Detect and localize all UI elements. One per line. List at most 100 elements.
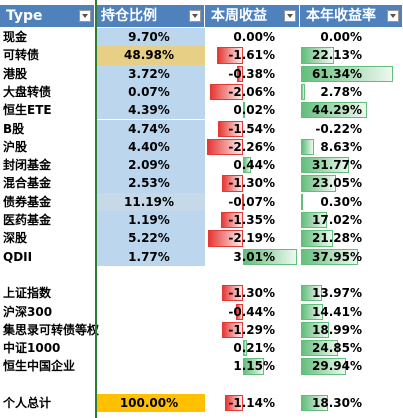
- year-bar: [301, 65, 393, 82]
- week-bar: [235, 303, 243, 320]
- type-cell: 可转债: [3, 48, 40, 63]
- week-cell: 1.15%: [233, 359, 275, 374]
- type-cell: 大盘转债: [3, 84, 52, 99]
- year-cell: 18.99%: [312, 322, 362, 337]
- cell-fill: [97, 174, 205, 193]
- cell-fill: [97, 192, 205, 211]
- week-cell: -0.07%: [228, 194, 275, 209]
- year-cell: -0.22%: [315, 121, 362, 136]
- week-bar: [207, 230, 243, 247]
- year-cell: 21.28%: [312, 231, 362, 246]
- ratio-cell: 1.77%: [128, 249, 170, 264]
- type-cell: 混合基金: [3, 176, 52, 191]
- week-bar: [206, 138, 243, 156]
- type-cell: 个人总计: [3, 396, 52, 410]
- week-cell: -2.06%: [228, 84, 275, 99]
- week-cell: -1.14%: [228, 396, 275, 410]
- year-cell: 23.05%: [312, 176, 362, 191]
- year-cell: 61.34%: [312, 66, 362, 81]
- week-bar: [243, 102, 245, 119]
- filter-button[interactable]: [79, 10, 91, 22]
- filter-button[interactable]: [189, 10, 201, 22]
- week-cell: 0.44%: [233, 158, 275, 173]
- ratio-cell: 1.19%: [128, 213, 170, 227]
- week-cell: -1.30%: [228, 176, 275, 191]
- week-cell: -1.30%: [228, 286, 275, 301]
- week-cell: 0.00%: [233, 30, 275, 44]
- week-bar: [210, 83, 243, 101]
- type-cell: 恒生中国企业: [3, 359, 76, 374]
- week-bar: [218, 120, 243, 137]
- ratio-cell: 0.07%: [128, 84, 170, 99]
- type-cell: 集思录可转债等权: [3, 322, 100, 337]
- week-cell: 3.01%: [233, 249, 275, 264]
- type-cell: 封闭基金: [3, 158, 52, 173]
- header-cell: 本年收益率: [300, 5, 403, 27]
- type-cell: QDII: [3, 249, 33, 264]
- filter-button[interactable]: [387, 10, 399, 22]
- type-cell: 医药基金: [3, 213, 52, 227]
- week-bar: [222, 285, 243, 302]
- year-bar: [301, 193, 303, 210]
- year-cell: 2.78%: [320, 84, 362, 99]
- type-cell: 沪深300: [3, 304, 53, 319]
- week-bar: [221, 212, 243, 229]
- type-cell: 深股: [3, 231, 28, 246]
- ratio-cell: 48.98%: [124, 48, 174, 63]
- year-cell: 14.41%: [312, 304, 362, 319]
- year-cell: 0.30%: [320, 194, 362, 209]
- ratio-cell: 11.19%: [124, 194, 174, 209]
- type-cell: 现金: [3, 30, 28, 44]
- type-cell: B股: [3, 121, 25, 136]
- ratio-cell: 2.53%: [128, 176, 170, 191]
- year-cell: 13.97%: [312, 286, 362, 301]
- year-cell: 24.85%: [312, 341, 362, 356]
- year-bar: [301, 248, 358, 265]
- ratio-cell: 9.70%: [128, 30, 170, 44]
- week-bar: [243, 340, 247, 357]
- cell-fill: [97, 394, 205, 413]
- week-bar: [243, 157, 251, 174]
- week-cell: -0.38%: [228, 66, 275, 81]
- week-bar: [224, 395, 243, 412]
- week-cell: -1.35%: [228, 213, 275, 227]
- cell-fill: [97, 156, 205, 175]
- type-cell: 沪股: [3, 139, 28, 154]
- week-cell: -2.19%: [228, 231, 275, 246]
- week-bar: [222, 175, 243, 192]
- ratio-cell: 4.74%: [128, 121, 170, 136]
- filter-button[interactable]: [284, 10, 296, 22]
- ratio-cell: 100.00%: [119, 396, 179, 410]
- year-bar: [301, 230, 333, 247]
- header-cell: 本周收益: [205, 5, 300, 27]
- year-bar: [301, 395, 329, 412]
- week-cell: -0.44%: [228, 304, 275, 319]
- week-bar: [236, 65, 243, 82]
- ratio-cell: 4.40%: [128, 139, 170, 154]
- week-cell: 0.02%: [233, 103, 275, 118]
- header-cell: 持仓比例: [95, 5, 205, 27]
- year-bar: [301, 102, 368, 119]
- year-bar: [301, 285, 322, 302]
- year-bar: [301, 303, 323, 320]
- type-cell: 港股: [3, 66, 28, 81]
- type-cell: 中证1000: [3, 341, 61, 356]
- week-bar: [243, 248, 298, 265]
- week-bar: [241, 193, 244, 210]
- ratio-cell: 2.09%: [128, 158, 170, 173]
- week-cell: 0.21%: [233, 341, 275, 356]
- year-cell: 18.30%: [312, 396, 362, 410]
- year-cell: 31.77%: [312, 158, 362, 173]
- year-bar: [301, 321, 330, 339]
- cell-fill: [97, 64, 205, 83]
- year-cell: 0.00%: [320, 30, 362, 44]
- type-cell: 债券基金: [3, 194, 52, 209]
- week-bar: [222, 321, 243, 339]
- ratio-cell: 4.39%: [128, 103, 170, 118]
- cell-fill: [97, 211, 205, 230]
- freeze-line: [95, 0, 97, 418]
- year-bar: [301, 157, 349, 174]
- cell-fill: [97, 101, 205, 120]
- year-bar: [301, 175, 336, 192]
